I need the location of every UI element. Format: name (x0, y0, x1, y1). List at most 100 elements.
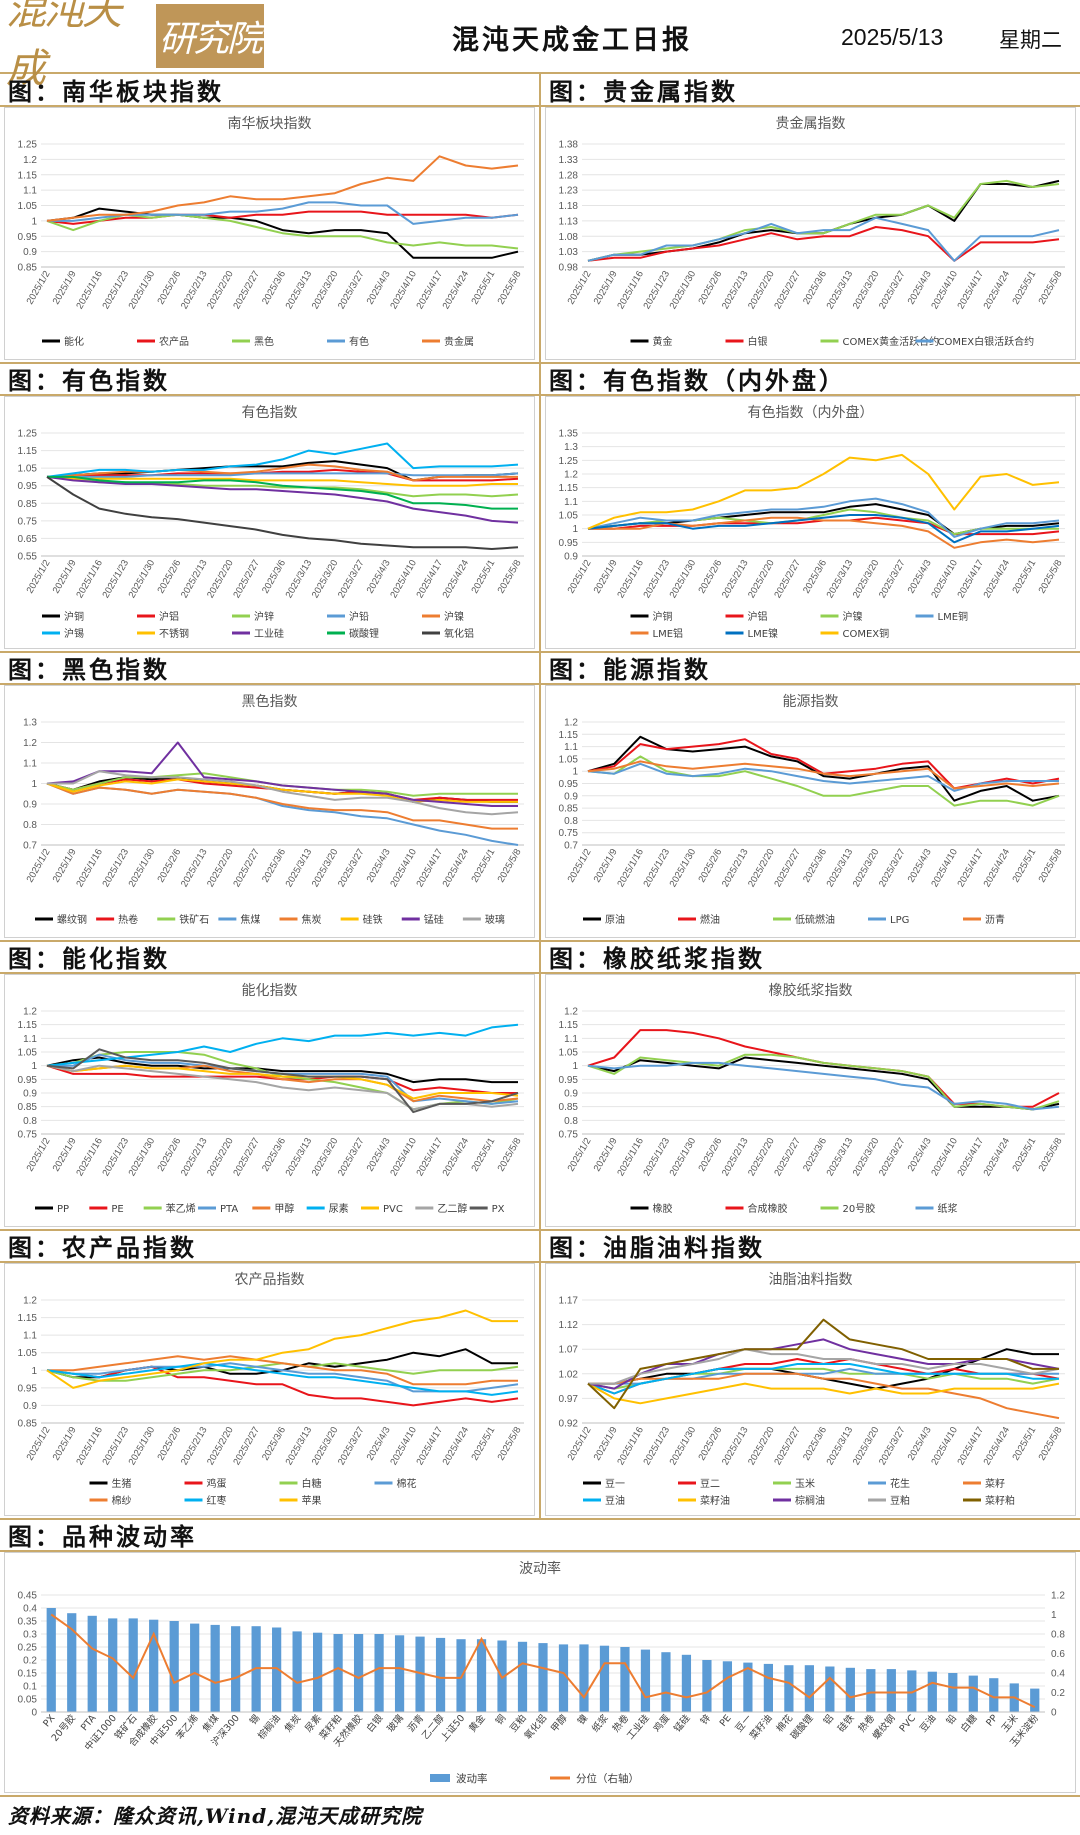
bar (435, 1637, 446, 1712)
series-line-菜籽粕 (587, 1318, 1059, 1410)
bar (927, 1671, 937, 1712)
bar (886, 1669, 896, 1712)
y-tick-label: 0.98 (559, 263, 579, 274)
legend-label: 白银 (748, 335, 768, 348)
chart-svg-precious: 贵金属指数 0.98 1.03 1.08 1.13 1.18 1.23 1.28 1.33 1.3… (559, 116, 1065, 348)
x-tick-label: 2025/4/3 (365, 269, 393, 307)
bar (599, 1645, 610, 1712)
x-tick-label: 2025/4/3 (365, 1136, 393, 1174)
series-line-不锈钢 (46, 475, 518, 487)
y-tick-label: 1.15 (18, 1313, 38, 1324)
legend-label: 菜籽油 (700, 1494, 730, 1507)
chart-title: 能源指数 (783, 694, 839, 710)
legend-label: 沪铅 (349, 610, 369, 623)
y-tick-label: 1.1 (564, 1034, 578, 1045)
y2-tick-label: 0.8 (1051, 1630, 1065, 1641)
bar (743, 1662, 753, 1712)
legend-label: 分位（右轴） (576, 1772, 639, 1785)
chart-panel-chemicals: 能化指数 0.75 0.8 0.85 0.9 0.95 1 1.05 1.1 1.15 1.2 202… (4, 974, 535, 1227)
y-tick-label: 1.12 (559, 1320, 579, 1331)
x-tick-label: 2025/1/2 (25, 558, 53, 596)
legend-label: 20号胶 (843, 1202, 876, 1215)
legend-label: 沪铜 (64, 610, 84, 623)
y-tick-label: 1 (31, 779, 37, 790)
legend-label: 棉花 (397, 1477, 417, 1490)
bar (845, 1667, 855, 1712)
x-tick-label: 2025/4/24 (441, 847, 472, 889)
legend-label: 红枣 (207, 1494, 227, 1507)
series-line-px (46, 1048, 519, 1114)
x-tick-label: 2025/4/3 (906, 1136, 934, 1174)
y-tick-label: 0.85 (18, 263, 38, 274)
y-tick-label: 1.1 (23, 1034, 37, 1045)
x-tick-label: 2025/4/3 (365, 558, 393, 596)
legend-label: 豆一 (605, 1478, 625, 1490)
bar (948, 1673, 958, 1712)
chart-svg-nonferrous-io: 有色指数（内外盘） 0.9 0.95 1 1.05 1.1 1.15 1.2 1.25 1.3 1.… (559, 404, 1065, 640)
section-heading-nonferrous-io: 图：有色指数（内外盘） (549, 366, 846, 395)
report-date: 2025/5/13 (841, 24, 944, 50)
logo-text-left: 混沌天成 (6, 0, 122, 92)
legend-label: 沪铝 (159, 610, 179, 623)
y-tick-label: 0.92 (559, 1419, 579, 1430)
series-line-lme铜 (587, 497, 1060, 538)
x-tick-label: 2025/1/30 (668, 1136, 699, 1178)
y-tick-label: 1.23 (559, 186, 579, 197)
legend-label: LME铜 (938, 611, 969, 623)
x-tick-label: 2025/3/6 (260, 847, 288, 885)
bar (231, 1626, 241, 1712)
y-tick-label: 1.15 (559, 1020, 579, 1031)
bar (1030, 1688, 1040, 1712)
x-tick-label: 2025/3/27 (877, 847, 908, 889)
bar (620, 1647, 630, 1712)
series-line-合成橡胶 (587, 1029, 1060, 1108)
x-tick-label: 2025/3/27 (336, 269, 367, 311)
x-tick-label: 2025/5/8 (496, 1136, 524, 1174)
legend-label: 硅铁 (363, 913, 383, 926)
x-tick-label: 2025/4/24 (982, 847, 1013, 889)
x-tick-label: 2025/5/1 (469, 1136, 497, 1174)
source-note: 资料来源：隆众资讯,Wind,混沌天成研究院 (8, 1800, 422, 1829)
series-line-棉纱 (47, 1355, 518, 1386)
x-tick-label: 2025/1/2 (566, 269, 594, 307)
y-tick-label: 0.65 (18, 534, 38, 545)
x-tick-label: 2025/1/30 (668, 558, 699, 600)
x-tick-label: 2025/4/24 (441, 558, 472, 600)
x-tick-label: 2025/2/27 (772, 558, 803, 600)
y-tick-label: 1.05 (559, 754, 579, 765)
y-tick-label: 1.2 (23, 738, 37, 749)
x-tick-label: 2025/3/27 (877, 558, 908, 600)
bar (292, 1631, 302, 1712)
bar (190, 1623, 200, 1712)
y-tick-label: 1.3 (564, 442, 578, 453)
y-tick-label: 1 (572, 1061, 578, 1072)
y-tick-label: 0 (31, 1708, 37, 1719)
y-tick-label: 1.1 (23, 186, 37, 197)
y-tick-label: 1.33 (559, 155, 579, 166)
series-line-焦煤 (46, 782, 519, 846)
y-tick-label: 1.3 (23, 718, 37, 729)
x-tick-label: 2025/5/1 (1010, 847, 1038, 885)
y-tick-label: 0.85 (18, 1419, 38, 1430)
bar (313, 1632, 323, 1712)
category-label: 锌 (698, 1712, 714, 1727)
x-tick-label: 2025/1/9 (592, 1136, 620, 1174)
x-tick-label: 2025/2/6 (696, 1136, 724, 1174)
bar (353, 1634, 364, 1712)
y-tick-label: 1.15 (18, 1020, 38, 1031)
x-tick-label: 2025/5/8 (1037, 1425, 1065, 1463)
legend-label: PVC (383, 1204, 403, 1215)
category-label: 苯乙烯 (173, 1712, 201, 1742)
series-line-comex黄金活跃合约 (587, 179, 1060, 262)
y-tick-label: 0.95 (559, 1075, 579, 1086)
legend-label: 苯乙烯 (166, 1202, 196, 1215)
bar (825, 1666, 835, 1712)
section-heading-oils: 图：油脂油料指数 (549, 1233, 765, 1262)
legend-label: 沥青 (985, 913, 1005, 926)
section-heading-ferrous: 图：黑色指数 (8, 655, 170, 684)
x-tick-label: 2025/5/1 (469, 558, 497, 596)
category-label: 甲醇 (548, 1712, 570, 1735)
y-tick-label: 1 (31, 1061, 37, 1072)
category-label: 铅 (944, 1712, 960, 1727)
legend-label: 鸡蛋 (207, 1477, 227, 1490)
